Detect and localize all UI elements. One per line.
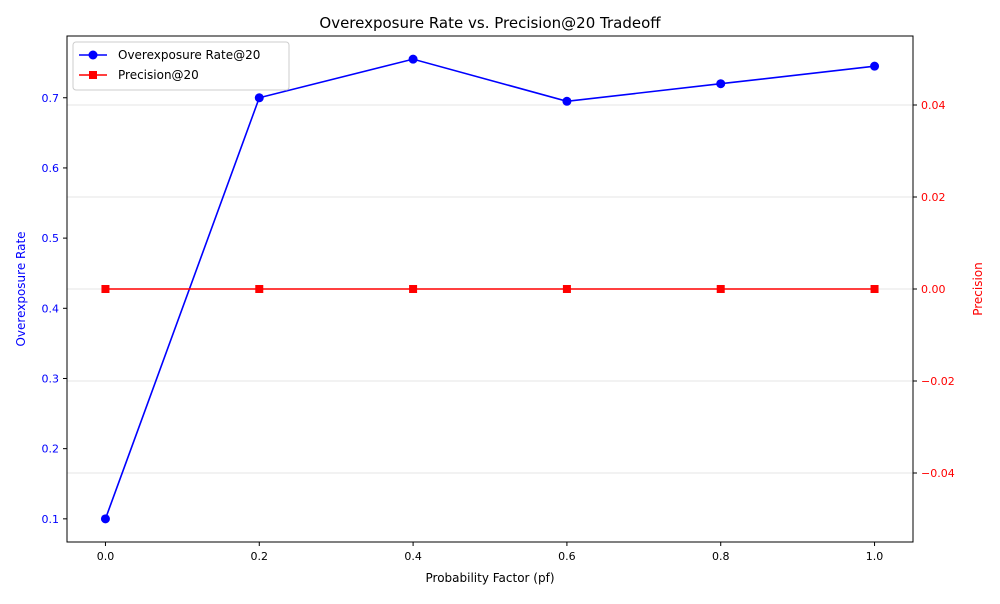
y-axis-right: −0.04 −0.02 0.00 0.02 0.04	[913, 99, 955, 480]
legend-label: Overexposure Rate@20	[118, 48, 260, 62]
x-tick-label: 0.6	[558, 550, 576, 563]
data-point-overexposure-rate-20	[870, 61, 880, 71]
legend: Overexposure Rate@20 Precision@20	[72, 41, 290, 91]
y-left-tick-label: 0.1	[42, 513, 60, 526]
y-right-tick-label: 0.02	[921, 191, 946, 204]
legend-box	[72, 41, 290, 91]
data-point-overexposure-rate-20	[408, 54, 418, 64]
y-left-tick-label: 0.4	[42, 302, 60, 315]
y-axis-left-label: Overexposure Rate	[14, 231, 28, 346]
data-point-overexposure-rate-20	[100, 514, 110, 524]
data-point-overexposure-rate-20	[562, 96, 572, 106]
y-axis-left: 0.1 0.2 0.3 0.4 0.5 0.6 0.7	[42, 92, 67, 526]
series-layer	[100, 54, 880, 524]
y-left-tick-label: 0.6	[42, 162, 60, 175]
data-point-precision-20	[255, 285, 264, 293]
data-point-overexposure-rate-20	[254, 93, 264, 103]
y-right-tick-label: −0.04	[921, 467, 955, 480]
x-tick-label: 0.8	[712, 550, 730, 563]
data-point-overexposure-rate-20	[716, 79, 726, 89]
x-axis-label: Probability Factor (pf)	[426, 571, 555, 585]
data-point-precision-20	[716, 285, 725, 293]
y-axis-right-label: Precision	[971, 262, 985, 316]
data-point-precision-20	[870, 285, 879, 293]
data-point-precision-20	[101, 285, 110, 293]
x-tick-label: 0.2	[251, 550, 269, 563]
y-left-tick-label: 0.7	[42, 92, 60, 105]
data-point-precision-20	[409, 285, 418, 293]
x-axis: 0.0 0.2 0.4 0.6 0.8 1.0	[97, 542, 884, 563]
legend-label: Precision@20	[118, 68, 199, 82]
y-right-tick-label: 0.04	[921, 99, 946, 112]
legend-marker-square	[89, 71, 97, 79]
y-left-tick-label: 0.3	[42, 372, 60, 385]
y-left-tick-label: 0.5	[42, 232, 60, 245]
x-tick-label: 1.0	[866, 550, 884, 563]
x-tick-label: 0.4	[404, 550, 422, 563]
y-left-tick-label: 0.2	[42, 443, 60, 456]
x-tick-label: 0.0	[97, 550, 115, 563]
data-point-precision-20	[562, 285, 571, 293]
legend-marker-circle	[88, 50, 98, 60]
chart-title: Overexposure Rate vs. Precision@20 Trade…	[319, 14, 661, 32]
y-right-tick-label: 0.00	[921, 283, 946, 296]
y-right-tick-label: −0.02	[921, 375, 955, 388]
series-line-overexposure-rate-20	[104, 58, 875, 520]
